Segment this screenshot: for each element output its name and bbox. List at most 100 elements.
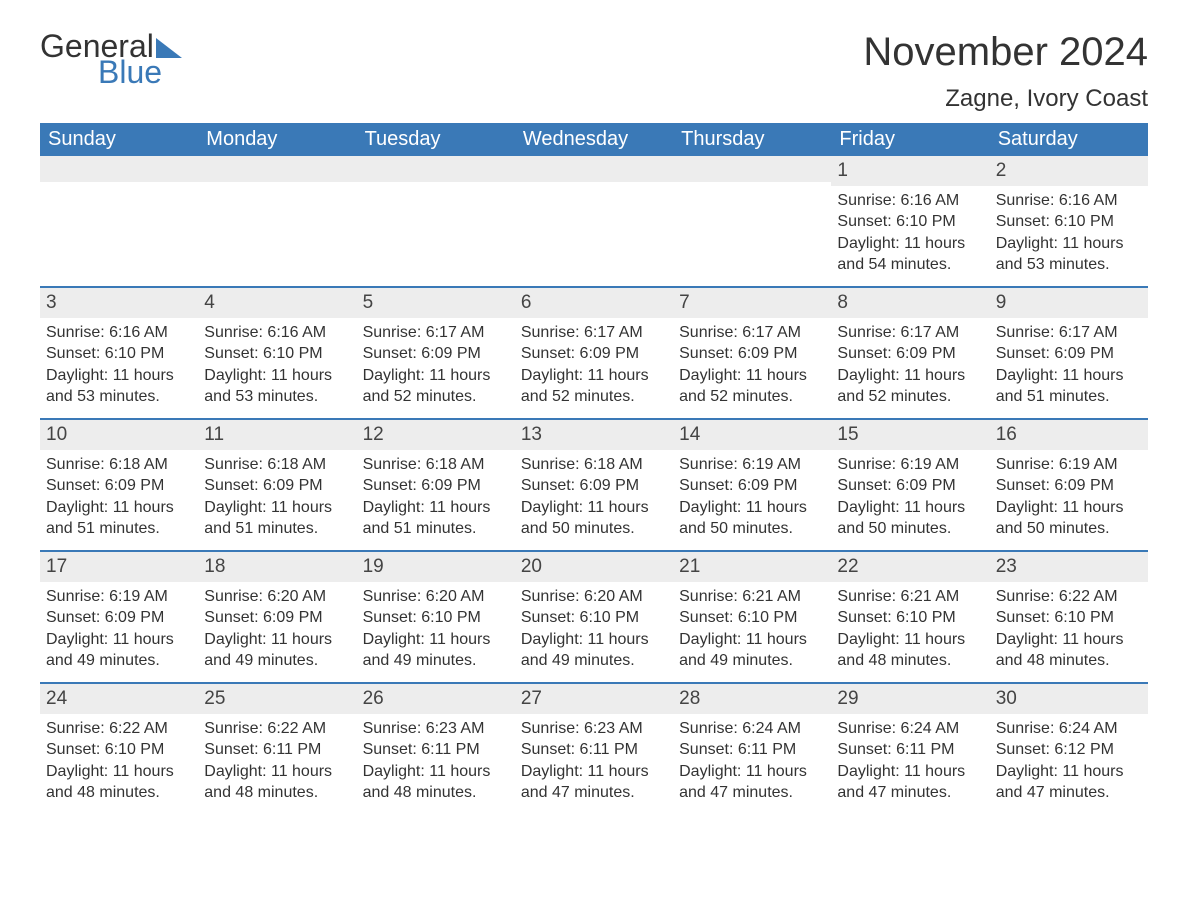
daylight-line: Daylight: 11 hours and 48 minutes. xyxy=(837,629,983,672)
sunrise-line: Sunrise: 6:17 AM xyxy=(363,322,509,344)
sunset-line: Sunset: 6:09 PM xyxy=(996,343,1142,365)
sunrise-line: Sunrise: 6:20 AM xyxy=(363,586,509,608)
cell-body: Sunrise: 6:16 AMSunset: 6:10 PMDaylight:… xyxy=(990,186,1148,286)
cell-body: Sunrise: 6:18 AMSunset: 6:09 PMDaylight:… xyxy=(357,450,515,550)
dow-label: Saturday xyxy=(990,123,1148,156)
day-number: 3 xyxy=(40,288,198,318)
calendar-cell: 26Sunrise: 6:23 AMSunset: 6:11 PMDayligh… xyxy=(357,684,515,814)
calendar-cell: 9Sunrise: 6:17 AMSunset: 6:09 PMDaylight… xyxy=(990,288,1148,418)
sunrise-line: Sunrise: 6:22 AM xyxy=(996,586,1142,608)
sunset-line: Sunset: 6:10 PM xyxy=(837,607,983,629)
calendar-cell: 30Sunrise: 6:24 AMSunset: 6:12 PMDayligh… xyxy=(990,684,1148,814)
sunset-line: Sunset: 6:10 PM xyxy=(996,211,1142,233)
daylight-line: Daylight: 11 hours and 49 minutes. xyxy=(46,629,192,672)
cell-body: Sunrise: 6:17 AMSunset: 6:09 PMDaylight:… xyxy=(357,318,515,418)
cell-body: Sunrise: 6:24 AMSunset: 6:11 PMDaylight:… xyxy=(673,714,831,814)
sunrise-line: Sunrise: 6:19 AM xyxy=(837,454,983,476)
cell-body: Sunrise: 6:19 AMSunset: 6:09 PMDaylight:… xyxy=(990,450,1148,550)
calendar-cell: 2Sunrise: 6:16 AMSunset: 6:10 PMDaylight… xyxy=(990,156,1148,286)
day-number xyxy=(198,156,356,182)
sunrise-line: Sunrise: 6:16 AM xyxy=(837,190,983,212)
sunrise-line: Sunrise: 6:23 AM xyxy=(521,718,667,740)
daylight-line: Daylight: 11 hours and 50 minutes. xyxy=(837,497,983,540)
sunset-line: Sunset: 6:09 PM xyxy=(363,475,509,497)
daylight-line: Daylight: 11 hours and 51 minutes. xyxy=(46,497,192,540)
calendar-cell xyxy=(357,156,515,286)
sunset-line: Sunset: 6:09 PM xyxy=(521,343,667,365)
day-number: 23 xyxy=(990,552,1148,582)
calendar-cell: 11Sunrise: 6:18 AMSunset: 6:09 PMDayligh… xyxy=(198,420,356,550)
sunset-line: Sunset: 6:11 PM xyxy=(679,739,825,761)
calendar-cell: 17Sunrise: 6:19 AMSunset: 6:09 PMDayligh… xyxy=(40,552,198,682)
daylight-line: Daylight: 11 hours and 51 minutes. xyxy=(204,497,350,540)
location-label: Zagne, Ivory Coast xyxy=(863,85,1148,113)
sunset-line: Sunset: 6:09 PM xyxy=(996,475,1142,497)
daylight-line: Daylight: 11 hours and 52 minutes. xyxy=(363,365,509,408)
daylight-line: Daylight: 11 hours and 47 minutes. xyxy=(679,761,825,804)
day-number: 11 xyxy=(198,420,356,450)
sunset-line: Sunset: 6:09 PM xyxy=(46,475,192,497)
cell-body: Sunrise: 6:18 AMSunset: 6:09 PMDaylight:… xyxy=(515,450,673,550)
daylight-line: Daylight: 11 hours and 48 minutes. xyxy=(363,761,509,804)
calendar-cell: 3Sunrise: 6:16 AMSunset: 6:10 PMDaylight… xyxy=(40,288,198,418)
daylight-line: Daylight: 11 hours and 48 minutes. xyxy=(996,629,1142,672)
daylight-line: Daylight: 11 hours and 53 minutes. xyxy=(996,233,1142,276)
cell-body: Sunrise: 6:19 AMSunset: 6:09 PMDaylight:… xyxy=(831,450,989,550)
cell-body: Sunrise: 6:19 AMSunset: 6:09 PMDaylight:… xyxy=(40,582,198,682)
calendar-cell: 12Sunrise: 6:18 AMSunset: 6:09 PMDayligh… xyxy=(357,420,515,550)
cell-body: Sunrise: 6:22 AMSunset: 6:11 PMDaylight:… xyxy=(198,714,356,814)
sunrise-line: Sunrise: 6:23 AM xyxy=(363,718,509,740)
logo: General Blue xyxy=(40,30,182,88)
calendar-cell: 22Sunrise: 6:21 AMSunset: 6:10 PMDayligh… xyxy=(831,552,989,682)
cell-body: Sunrise: 6:20 AMSunset: 6:09 PMDaylight:… xyxy=(198,582,356,682)
sunrise-line: Sunrise: 6:18 AM xyxy=(363,454,509,476)
day-number: 19 xyxy=(357,552,515,582)
sunrise-line: Sunrise: 6:18 AM xyxy=(521,454,667,476)
day-number xyxy=(515,156,673,182)
calendar-cell: 7Sunrise: 6:17 AMSunset: 6:09 PMDaylight… xyxy=(673,288,831,418)
sunset-line: Sunset: 6:09 PM xyxy=(679,475,825,497)
calendar-cell: 15Sunrise: 6:19 AMSunset: 6:09 PMDayligh… xyxy=(831,420,989,550)
sunrise-line: Sunrise: 6:16 AM xyxy=(204,322,350,344)
daylight-line: Daylight: 11 hours and 50 minutes. xyxy=(679,497,825,540)
week-row: 1Sunrise: 6:16 AMSunset: 6:10 PMDaylight… xyxy=(40,156,1148,286)
cell-body: Sunrise: 6:20 AMSunset: 6:10 PMDaylight:… xyxy=(515,582,673,682)
cell-body: Sunrise: 6:23 AMSunset: 6:11 PMDaylight:… xyxy=(515,714,673,814)
day-number: 14 xyxy=(673,420,831,450)
calendar-cell: 16Sunrise: 6:19 AMSunset: 6:09 PMDayligh… xyxy=(990,420,1148,550)
dow-label: Wednesday xyxy=(515,123,673,156)
sunrise-line: Sunrise: 6:24 AM xyxy=(837,718,983,740)
sunrise-line: Sunrise: 6:24 AM xyxy=(679,718,825,740)
sunset-line: Sunset: 6:09 PM xyxy=(363,343,509,365)
dow-label: Tuesday xyxy=(357,123,515,156)
day-of-week-header: SundayMondayTuesdayWednesdayThursdayFrid… xyxy=(40,123,1148,156)
sunrise-line: Sunrise: 6:20 AM xyxy=(204,586,350,608)
day-number: 4 xyxy=(198,288,356,318)
sunrise-line: Sunrise: 6:20 AM xyxy=(521,586,667,608)
sunset-line: Sunset: 6:11 PM xyxy=(521,739,667,761)
calendar-cell: 24Sunrise: 6:22 AMSunset: 6:10 PMDayligh… xyxy=(40,684,198,814)
daylight-line: Daylight: 11 hours and 53 minutes. xyxy=(46,365,192,408)
dow-label: Sunday xyxy=(40,123,198,156)
dow-label: Monday xyxy=(198,123,356,156)
calendar-cell: 27Sunrise: 6:23 AMSunset: 6:11 PMDayligh… xyxy=(515,684,673,814)
sunset-line: Sunset: 6:10 PM xyxy=(521,607,667,629)
sunrise-line: Sunrise: 6:22 AM xyxy=(204,718,350,740)
cell-body: Sunrise: 6:17 AMSunset: 6:09 PMDaylight:… xyxy=(831,318,989,418)
calendar-cell: 18Sunrise: 6:20 AMSunset: 6:09 PMDayligh… xyxy=(198,552,356,682)
daylight-line: Daylight: 11 hours and 54 minutes. xyxy=(837,233,983,276)
week-row: 17Sunrise: 6:19 AMSunset: 6:09 PMDayligh… xyxy=(40,550,1148,682)
title-block: November 2024 Zagne, Ivory Coast xyxy=(863,30,1148,113)
page-header: General Blue November 2024 Zagne, Ivory … xyxy=(40,30,1148,113)
calendar-cell xyxy=(673,156,831,286)
daylight-line: Daylight: 11 hours and 49 minutes. xyxy=(679,629,825,672)
day-number: 17 xyxy=(40,552,198,582)
day-number xyxy=(673,156,831,182)
calendar-cell: 4Sunrise: 6:16 AMSunset: 6:10 PMDaylight… xyxy=(198,288,356,418)
daylight-line: Daylight: 11 hours and 53 minutes. xyxy=(204,365,350,408)
sunrise-line: Sunrise: 6:22 AM xyxy=(46,718,192,740)
day-number: 9 xyxy=(990,288,1148,318)
daylight-line: Daylight: 11 hours and 47 minutes. xyxy=(521,761,667,804)
week-row: 3Sunrise: 6:16 AMSunset: 6:10 PMDaylight… xyxy=(40,286,1148,418)
week-row: 24Sunrise: 6:22 AMSunset: 6:10 PMDayligh… xyxy=(40,682,1148,814)
